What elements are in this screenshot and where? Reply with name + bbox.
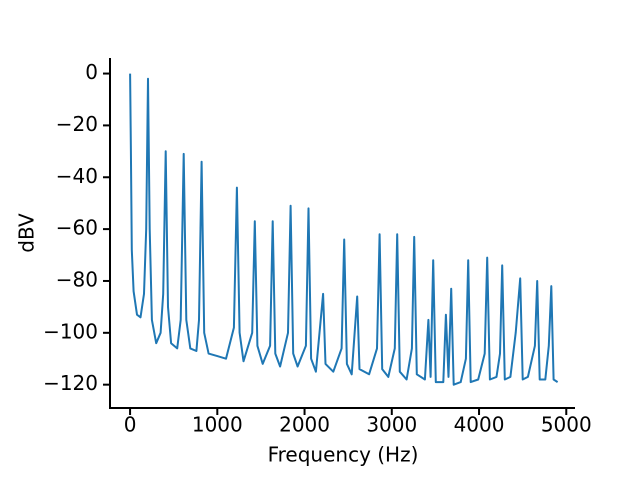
y-tick-label: −60 [56, 216, 98, 240]
x-tick-label: 2000 [279, 413, 330, 437]
spectrum-line [129, 73, 559, 386]
x-tick-label: 3000 [366, 413, 417, 437]
x-tick-label: 1000 [192, 413, 243, 437]
x-axis-label: Frequency (Hz) [268, 443, 419, 467]
y-tick-label: −120 [43, 371, 98, 395]
y-tick-label: −80 [56, 267, 98, 291]
y-tick-label: −40 [56, 164, 98, 188]
y-tick-label: −100 [43, 319, 98, 343]
x-tick-label: 5000 [541, 413, 592, 437]
y-tick-label: 0 [85, 60, 98, 84]
y-tick-label: −20 [56, 112, 98, 136]
x-tick-label: 4000 [454, 413, 505, 437]
x-tick-label: 0 [124, 413, 137, 437]
y-axis-label: dBV [15, 213, 39, 253]
